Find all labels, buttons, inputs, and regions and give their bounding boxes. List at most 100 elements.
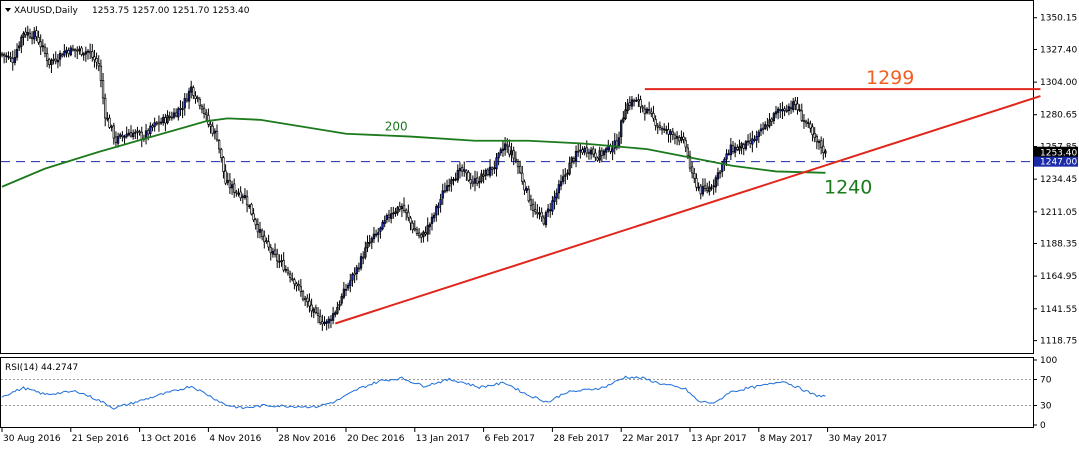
candle [222,156,225,179]
candle [312,307,315,319]
candle [443,182,447,194]
candle [731,140,735,155]
candle [179,100,182,116]
candle [151,123,154,132]
candle [93,49,96,68]
candle [570,156,573,169]
candle [420,232,423,243]
candle [359,253,363,271]
candle [454,172,457,182]
candle [604,146,608,160]
candle [703,178,707,192]
rsi-line[interactable] [1,375,826,410]
candle [7,51,10,60]
candle [254,217,257,230]
candle [658,121,662,131]
candle [149,122,152,138]
date-tick-label: 22 Mar 2017 [622,434,679,444]
candle [273,243,277,258]
candle [198,96,201,110]
support-trendline[interactable] [334,95,1041,325]
candle [596,156,599,162]
candle [476,171,479,187]
candle [226,172,229,186]
candle [407,204,410,222]
candle [9,51,12,63]
candle [766,117,769,131]
candle [168,111,171,121]
candle [321,314,324,331]
candle [177,106,180,121]
candle [286,266,290,276]
candle [650,107,653,117]
candle [112,122,115,145]
candle [5,52,8,63]
candle [706,182,709,194]
candle [622,111,625,124]
current-price-label: 1253.40 [1040,149,1077,159]
candle [258,221,262,239]
candle [473,170,477,192]
candle [458,162,462,179]
candle [764,121,767,131]
candle [510,142,513,162]
dropdown-triangle-icon[interactable] [5,8,11,12]
candle [261,228,264,241]
candle [379,226,382,239]
candle [366,235,369,253]
price-tick-label: 1350.15 [1040,14,1077,24]
candle [770,117,773,127]
candle [665,125,668,135]
candle [54,51,57,65]
candle [224,164,227,186]
candle [256,218,259,239]
candle [276,248,279,268]
candle [792,97,795,113]
candle [785,104,788,113]
candle [761,122,765,135]
candle [39,34,42,55]
candle [456,164,459,183]
candle [789,100,793,115]
candle [512,146,515,166]
candle [97,55,100,72]
candle [620,119,623,144]
candle [738,139,741,155]
candle [80,46,83,57]
candle [428,222,431,235]
candle [680,130,683,144]
candle [577,143,580,157]
candle [742,142,745,156]
candle [611,140,614,161]
candle [422,230,425,243]
candle [362,251,365,265]
candle [61,52,64,58]
candle [751,130,754,153]
candle [134,129,137,140]
candle [508,139,511,158]
candlesticks [0,25,827,331]
candle [716,167,720,187]
candle [239,186,242,202]
candle [538,206,541,220]
candle [594,148,597,162]
candle [319,309,322,326]
candle [710,184,713,191]
candle [495,153,498,177]
candle [469,172,472,190]
candle [583,145,586,156]
sma-200-line[interactable] [1,117,826,188]
candle [787,103,791,116]
date-tick-label: 8 May 2017 [760,434,813,444]
candle [499,147,502,156]
date-tick-label: 20 Dec 2016 [347,434,405,444]
candle [127,129,131,137]
candle [11,50,14,71]
date-tick-label: 13 Oct 2016 [141,434,197,444]
candle [800,103,803,123]
candle [478,176,481,189]
date-tick-label: 13 Apr 2017 [691,434,747,444]
candle [688,150,692,172]
candle [129,125,133,138]
